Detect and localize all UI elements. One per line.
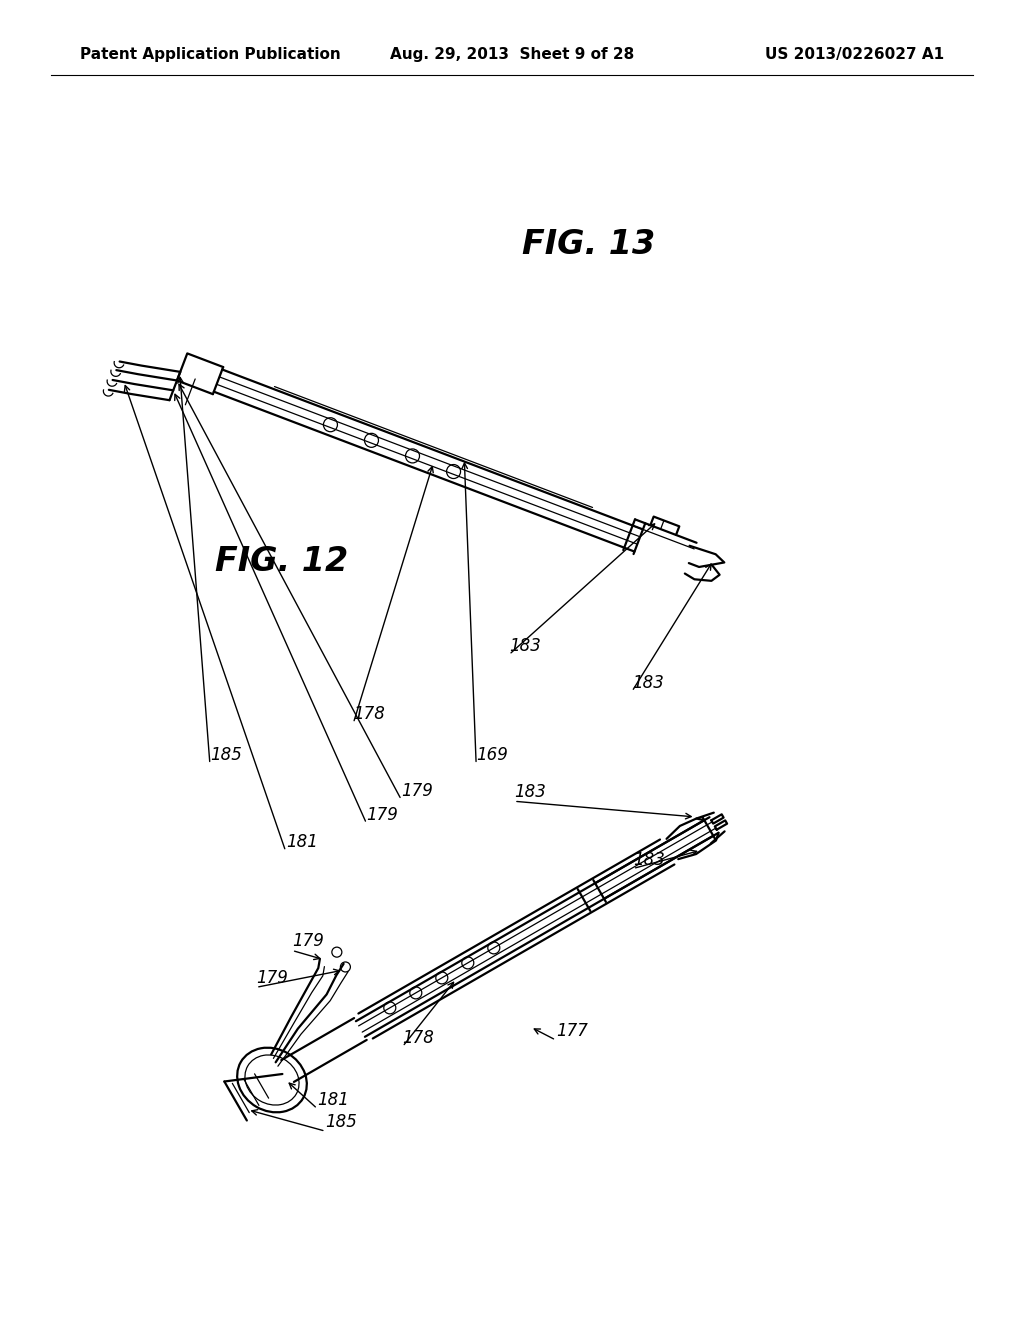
Text: FIG. 13: FIG. 13 xyxy=(522,227,655,261)
Text: 178: 178 xyxy=(353,705,385,723)
Text: Aug. 29, 2013  Sheet 9 of 28: Aug. 29, 2013 Sheet 9 of 28 xyxy=(390,48,634,62)
Text: 179: 179 xyxy=(401,781,433,800)
Text: 185: 185 xyxy=(326,1113,357,1131)
Text: 179: 179 xyxy=(292,932,324,950)
Text: FIG. 12: FIG. 12 xyxy=(215,545,348,578)
Text: 181: 181 xyxy=(286,833,317,851)
Text: 179: 179 xyxy=(256,969,288,987)
Text: Patent Application Publication: Patent Application Publication xyxy=(80,48,341,62)
Text: 169: 169 xyxy=(476,746,508,764)
Text: US 2013/0226027 A1: US 2013/0226027 A1 xyxy=(765,48,944,62)
Text: 177: 177 xyxy=(556,1022,588,1040)
Text: 181: 181 xyxy=(317,1090,349,1109)
Text: 178: 178 xyxy=(402,1028,434,1047)
Text: 183: 183 xyxy=(633,850,665,869)
Text: 183: 183 xyxy=(509,636,541,655)
Text: 185: 185 xyxy=(210,746,242,764)
Text: 179: 179 xyxy=(367,805,398,824)
Text: 183: 183 xyxy=(632,673,664,692)
Text: 183: 183 xyxy=(514,783,546,801)
